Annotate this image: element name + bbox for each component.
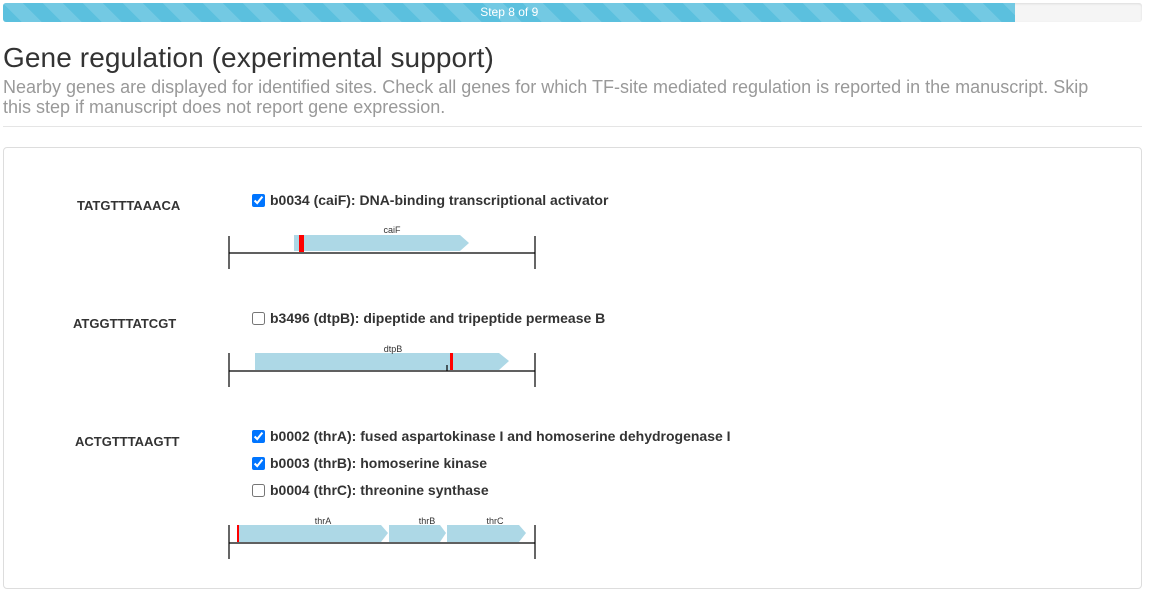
gene-name-dtpB: dtpB bbox=[384, 344, 403, 354]
gene-option-thrA[interactable]: b0002 (thrA): fused aspartokinase I and … bbox=[252, 428, 731, 444]
gene-label: b0003 (thrB): homoserine kinase bbox=[270, 455, 488, 471]
progress-bar: Step 8 of 9 bbox=[3, 3, 1142, 22]
gene-name-caiF: caiF bbox=[383, 225, 401, 235]
page-description: Nearby genes are displayed for identifie… bbox=[3, 77, 1089, 117]
progress-fill: Step 8 of 9 bbox=[3, 3, 1016, 22]
site-sequence: ATGGTTTATCGT bbox=[73, 316, 177, 331]
gene-checkbox-thrC[interactable] bbox=[252, 483, 265, 497]
gene-label: b0034 (caiF): DNA-binding transcriptiona… bbox=[270, 192, 609, 208]
gene-name-thrC: thrC bbox=[486, 516, 504, 526]
gene-diagram-caiF: caiF bbox=[228, 225, 536, 269]
gene-option-thrB[interactable]: b0003 (thrB): homoserine kinase bbox=[252, 455, 487, 471]
sites-panel bbox=[3, 147, 1142, 589]
gene-arrow-thrB bbox=[389, 525, 446, 542]
site-marker bbox=[237, 525, 239, 542]
gene-option-dtpB[interactable]: b3496 (dtpB): dipeptide and tripeptide p… bbox=[252, 310, 605, 326]
page-title: Gene regulation (experimental support) bbox=[3, 42, 494, 73]
gene-name-thrA: thrA bbox=[315, 516, 332, 526]
gene-diagram-dtpB: dtpB bbox=[228, 344, 536, 387]
gene-checkbox-dtpB[interactable] bbox=[252, 311, 265, 325]
gene-checkbox-thrB[interactable] bbox=[252, 456, 265, 470]
gene-arrow-caiF bbox=[294, 235, 469, 251]
gene-checkbox-caiF[interactable] bbox=[252, 193, 265, 207]
gene-diagram-thr-operon: thrA thrB thrC bbox=[228, 516, 536, 559]
gene-option-caiF[interactable]: b0034 (caiF): DNA-binding transcriptiona… bbox=[252, 192, 608, 208]
gene-arrow-thrC bbox=[447, 525, 526, 542]
gene-label: b3496 (dtpB): dipeptide and tripeptide p… bbox=[270, 310, 606, 326]
gene-arrow-thrA bbox=[238, 525, 388, 542]
site-sequence: ACTGTTTAAGTT bbox=[75, 434, 180, 449]
gene-name-thrB: thrB bbox=[419, 516, 436, 526]
progress-label: Step 8 of 9 bbox=[480, 5, 539, 19]
site-marker bbox=[450, 353, 453, 370]
site-sequence: TATGTTTAAACA bbox=[77, 198, 181, 213]
gene-label: b0004 (thrC): threonine synthase bbox=[270, 482, 489, 498]
gene-option-thrC[interactable]: b0004 (thrC): threonine synthase bbox=[252, 482, 489, 498]
gene-arrow-dtpB bbox=[255, 353, 509, 370]
site-marker bbox=[299, 235, 304, 252]
gene-checkbox-thrA[interactable] bbox=[252, 429, 265, 443]
header-divider bbox=[3, 126, 1142, 127]
gene-label: b0002 (thrA): fused aspartokinase I and … bbox=[270, 428, 731, 444]
